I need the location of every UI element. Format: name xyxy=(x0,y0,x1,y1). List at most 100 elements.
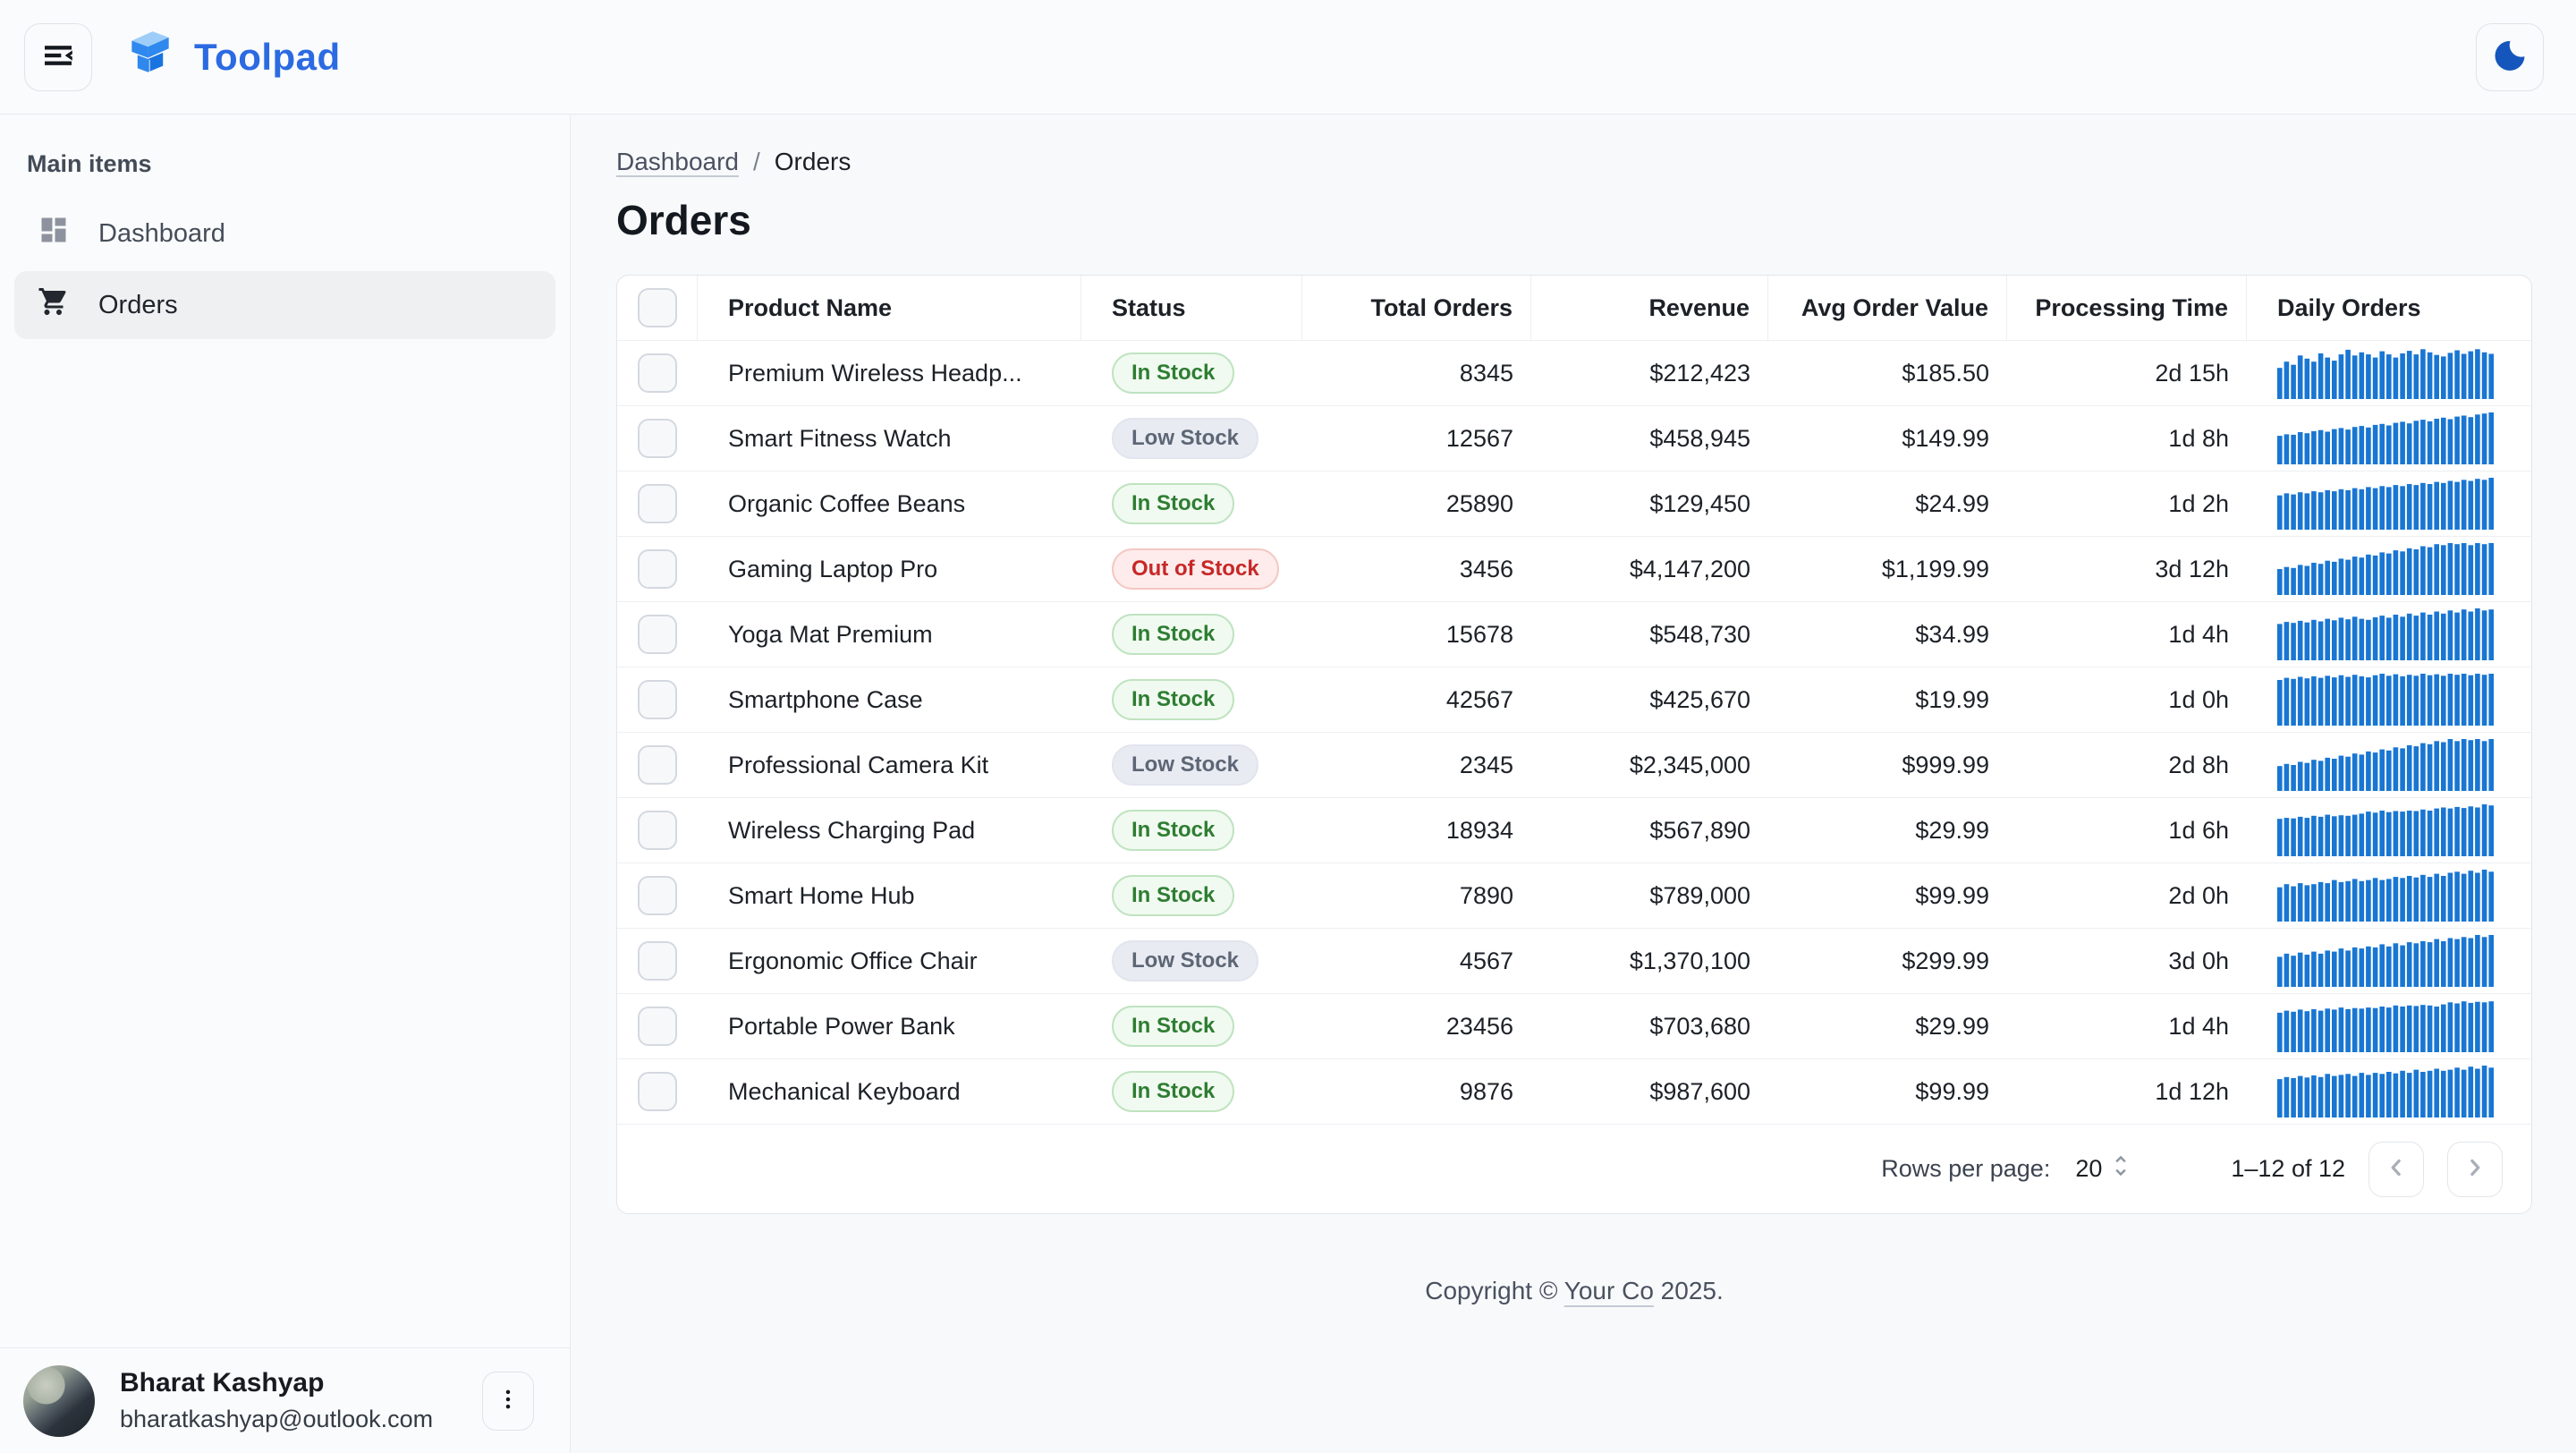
table-row[interactable]: Gaming Laptop Pro Out of Stock 3456 $4,1… xyxy=(617,536,2531,601)
avg-order-value-cell: $99.99 xyxy=(1915,881,1989,909)
total-orders-cell: 4567 xyxy=(1459,947,1513,974)
footer-company-link[interactable]: Your Co xyxy=(1563,1277,1654,1304)
row-checkbox[interactable] xyxy=(638,745,677,785)
product-name-cell: Wireless Charging Pad xyxy=(728,816,976,844)
table-row[interactable]: Professional Camera Kit Low Stock 2345 $… xyxy=(617,732,2531,797)
product-name-cell: Smart Home Hub xyxy=(728,881,915,909)
table-row[interactable]: Smart Home Hub In Stock 7890 $789,000 $9… xyxy=(617,862,2531,928)
sidebar-item-label: Orders xyxy=(98,290,178,319)
select-all-checkbox[interactable] xyxy=(637,288,677,327)
table-row[interactable]: Premium Wireless Headp... In Stock 8345 … xyxy=(617,340,2531,405)
daily-orders-cell xyxy=(2247,412,2531,464)
total-orders-cell: 23456 xyxy=(1445,1012,1513,1040)
next-page-button[interactable] xyxy=(2447,1141,2503,1197)
previous-page-button[interactable] xyxy=(2368,1141,2424,1197)
app-title: Toolpad xyxy=(194,35,341,78)
user-menu-button[interactable] xyxy=(482,1371,534,1431)
product-name-cell: Mechanical Keyboard xyxy=(728,1077,961,1105)
breadcrumb-dashboard-link[interactable]: Dashboard xyxy=(616,148,739,175)
toolpad-logo-icon xyxy=(123,27,178,87)
daily-orders-cell xyxy=(2247,870,2531,922)
column-header-product[interactable]: Product Name xyxy=(698,276,1081,340)
row-checkbox-cell xyxy=(617,1072,698,1111)
page-footer: Copyright © Your Co 2025. xyxy=(616,1277,2532,1305)
column-header-daily-orders[interactable]: Daily Orders xyxy=(2277,293,2421,321)
daily-orders-cell xyxy=(2247,804,2531,856)
daily-orders-cell xyxy=(2247,674,2531,726)
avg-order-value-cell: $99.99 xyxy=(1915,1077,1989,1105)
processing-time-cell: 1d 2h xyxy=(2168,489,2229,517)
sidebar: Main items Dashboard Orders xyxy=(0,115,571,1453)
row-checkbox-cell xyxy=(617,419,698,458)
daily-orders-sparkline xyxy=(2277,674,2494,726)
daily-orders-cell xyxy=(2247,935,2531,987)
status-badge: In Stock xyxy=(1112,482,1235,525)
status-badge: Out of Stock xyxy=(1112,548,1279,591)
revenue-cell: $703,680 xyxy=(1649,1012,1750,1040)
user-info: Bharat Kashyap bharatkashyap@outlook.com xyxy=(120,1368,433,1433)
table-row[interactable]: Smartphone Case In Stock 42567 $425,670 … xyxy=(617,667,2531,732)
column-header-status[interactable]: Status xyxy=(1081,276,1302,340)
status-cell: In Stock xyxy=(1081,678,1302,721)
daily-orders-cell xyxy=(2247,608,2531,660)
table-row[interactable]: Wireless Charging Pad In Stock 18934 $56… xyxy=(617,797,2531,862)
more-vert-icon xyxy=(495,1386,521,1415)
processing-time-cell: 1d 6h xyxy=(2168,816,2229,844)
total-orders-cell: 42567 xyxy=(1445,685,1513,713)
row-checkbox[interactable] xyxy=(638,1072,677,1111)
row-checkbox-cell xyxy=(617,615,698,654)
chevron-left-icon xyxy=(2383,1154,2410,1184)
theme-toggle-button[interactable] xyxy=(2476,22,2544,91)
rows-per-page-select[interactable]: 20 xyxy=(2075,1152,2134,1185)
table-row[interactable]: Organic Coffee Beans In Stock 25890 $129… xyxy=(617,471,2531,536)
app-header: Toolpad xyxy=(0,0,2576,115)
row-checkbox[interactable] xyxy=(638,941,677,981)
pagination-bar: Rows per page: 20 1–12 of 12 xyxy=(617,1124,2531,1213)
column-header-total-orders[interactable]: Total Orders xyxy=(1302,276,1531,340)
status-badge: In Stock xyxy=(1112,1005,1235,1048)
row-checkbox[interactable] xyxy=(638,549,677,589)
sidebar-item-dashboard[interactable]: Dashboard xyxy=(14,200,555,268)
table-row[interactable]: Ergonomic Office Chair Low Stock 4567 $1… xyxy=(617,928,2531,993)
daily-orders-cell xyxy=(2247,543,2531,595)
total-orders-cell: 18934 xyxy=(1445,816,1513,844)
row-checkbox[interactable] xyxy=(638,353,677,393)
row-checkbox[interactable] xyxy=(638,1007,677,1046)
processing-time-cell: 2d 15h xyxy=(2155,359,2229,387)
row-checkbox[interactable] xyxy=(638,419,677,458)
table-row[interactable]: Mechanical Keyboard In Stock 9876 $987,6… xyxy=(617,1058,2531,1124)
avg-order-value-cell: $149.99 xyxy=(1902,424,1989,452)
daily-orders-sparkline xyxy=(2277,543,2494,595)
column-header-revenue[interactable]: Revenue xyxy=(1531,276,1768,340)
processing-time-cell: 3d 0h xyxy=(2168,947,2229,974)
status-cell: Low Stock xyxy=(1081,417,1302,460)
processing-time-cell: 1d 12h xyxy=(2155,1077,2229,1105)
status-badge: Low Stock xyxy=(1112,939,1259,982)
avg-order-value-cell: $999.99 xyxy=(1902,751,1989,778)
row-checkbox[interactable] xyxy=(638,615,677,654)
row-checkbox[interactable] xyxy=(638,680,677,719)
table-row[interactable]: Portable Power Bank In Stock 23456 $703,… xyxy=(617,993,2531,1058)
shopping-cart-icon xyxy=(38,285,70,325)
breadcrumb-separator: / xyxy=(752,148,760,175)
product-name-cell: Gaming Laptop Pro xyxy=(728,555,938,582)
revenue-cell: $1,370,100 xyxy=(1629,947,1750,974)
avg-order-value-cell: $1,199.99 xyxy=(1881,555,1989,582)
brand[interactable]: Toolpad xyxy=(123,27,341,87)
status-badge: In Stock xyxy=(1112,874,1235,917)
revenue-cell: $548,730 xyxy=(1649,620,1750,648)
collapse-menu-button[interactable] xyxy=(24,22,92,91)
row-checkbox[interactable] xyxy=(638,811,677,850)
sidebar-item-orders[interactable]: Orders xyxy=(14,271,555,339)
table-row[interactable]: Yoga Mat Premium In Stock 15678 $548,730… xyxy=(617,601,2531,667)
column-header-processing-time[interactable]: Processing Time xyxy=(2007,276,2247,340)
row-checkbox-cell xyxy=(617,811,698,850)
daily-orders-cell xyxy=(2247,1000,2531,1052)
status-cell: Low Stock xyxy=(1081,743,1302,786)
sidebar-item-label: Dashboard xyxy=(98,218,225,248)
column-header-avg-order-value[interactable]: Avg Order Value xyxy=(1768,276,2007,340)
daily-orders-cell xyxy=(2247,739,2531,791)
table-row[interactable]: Smart Fitness Watch Low Stock 12567 $458… xyxy=(617,405,2531,471)
row-checkbox[interactable] xyxy=(638,876,677,915)
row-checkbox[interactable] xyxy=(638,484,677,523)
